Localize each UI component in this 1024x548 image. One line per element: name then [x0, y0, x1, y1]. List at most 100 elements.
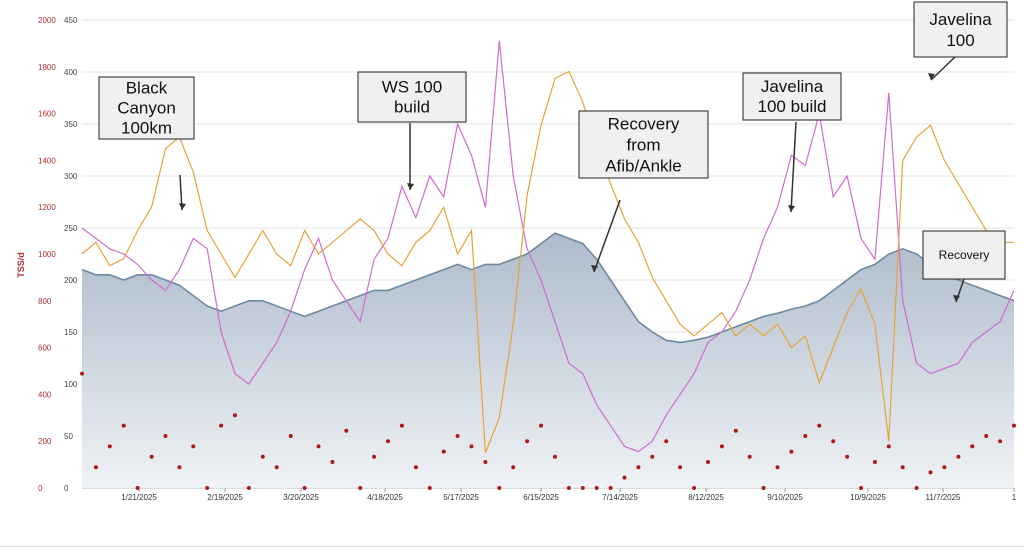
daily-tss-point — [706, 460, 710, 464]
x-tick-label: 6/15/2025 — [523, 493, 559, 502]
daily-tss-point — [747, 454, 752, 459]
daily-tss-point — [817, 423, 822, 428]
annotation-arrow — [790, 121, 797, 213]
left-tick-label: 1200 — [38, 203, 56, 212]
annotation-box — [578, 110, 709, 179]
annotation-arrowhead — [953, 295, 960, 302]
daily-tss-point — [149, 454, 154, 459]
annotation-text: Canyon — [117, 99, 176, 118]
daily-tss-point — [956, 454, 961, 459]
x-tick-label: 7/14/2025 — [602, 493, 638, 502]
right-axis: 450 400 350 300 250 200 150 100 50 0 — [64, 16, 78, 493]
left-tick-label: 1000 — [38, 250, 56, 259]
daily-tss-point — [650, 454, 655, 459]
daily-tss-point — [970, 444, 975, 449]
daily-tss-point — [525, 439, 530, 444]
daily-tss-point — [553, 454, 557, 459]
daily-tss-point — [678, 465, 683, 470]
annotation-text: 100 build — [757, 97, 826, 116]
daily-tss-point — [872, 460, 877, 464]
daily-tss-point — [344, 428, 349, 433]
plot-area — [80, 40, 1016, 490]
daily-tss-point — [733, 428, 738, 433]
daily-tss-point — [831, 439, 836, 444]
left-tick-label: 0 — [38, 484, 43, 493]
annotation-box — [98, 76, 195, 140]
annotation-text: Afib/Ankle — [605, 156, 682, 175]
right-tick-label: 0 — [64, 484, 69, 493]
annotation-text: 100km — [121, 119, 172, 138]
annotation-arrowhead — [591, 265, 598, 272]
annotation-text: from — [627, 135, 661, 154]
daily-tss-point — [580, 486, 585, 490]
annotation-arrowhead — [788, 205, 795, 212]
daily-tss-point — [219, 423, 224, 428]
daily-tss-point — [998, 439, 1003, 444]
x-tick-label: 1/21/2025 — [121, 493, 157, 502]
annotation-text: 100 — [946, 31, 974, 50]
daily-tss-point — [191, 444, 196, 449]
left-tick-label: 400 — [38, 390, 52, 399]
daily-tss-point — [163, 434, 168, 438]
daily-tss-point — [942, 465, 947, 470]
daily-tss-point — [260, 454, 265, 459]
fitness-line — [81, 232, 1015, 344]
x-tick-label: 9/10/2025 — [767, 493, 803, 502]
annotation-text: Recovery — [608, 114, 680, 133]
x-tick-label: 3/20/2025 — [283, 493, 319, 502]
daily-tss-point — [984, 434, 989, 438]
annotation-box — [922, 230, 1006, 280]
daily-tss-point — [775, 465, 780, 470]
annotation-box — [357, 71, 467, 123]
daily-tss-point — [539, 423, 543, 428]
x-tick-label: 4/18/2025 — [367, 493, 403, 502]
right-tick-label: 100 — [64, 380, 78, 389]
daily-tss-point — [594, 486, 599, 490]
daily-tss-point — [719, 444, 724, 449]
daily-tss-point — [358, 486, 363, 490]
fitness-area — [82, 233, 1014, 488]
daily-tss-point — [1012, 423, 1016, 428]
daily-tss-point — [900, 465, 905, 470]
daily-tss-point — [636, 465, 641, 470]
bottom-divider — [0, 546, 1024, 547]
left-tick-label: 800 — [38, 297, 52, 306]
right-tick-label: 150 — [64, 328, 78, 337]
daily-tss-point — [93, 465, 98, 470]
annotation-arrow — [930, 56, 956, 81]
daily-tss-point — [330, 460, 335, 464]
daily-tss-point — [608, 486, 613, 490]
daily-tss-point — [566, 486, 571, 490]
daily-tss-point — [135, 486, 140, 490]
annotation-box — [742, 72, 842, 121]
daily-tss-point — [413, 465, 418, 470]
daily-tss-point — [274, 465, 279, 470]
training-load-line — [81, 40, 1015, 453]
x-tick-label: 11/7/2025 — [926, 493, 962, 502]
daily-tss-point — [302, 486, 307, 490]
daily-tss-point — [914, 486, 919, 490]
daily-tss-point — [622, 475, 627, 480]
daily-tss-point — [233, 413, 237, 418]
annotation-arrowhead — [928, 73, 935, 80]
right-tick-label: 350 — [64, 120, 78, 129]
daily-tss-point — [664, 439, 669, 444]
left-tick-label: 600 — [38, 344, 52, 353]
annotation-text: build — [394, 98, 430, 117]
left-tick-label: 200 — [38, 437, 52, 446]
left-tick-label: 2000 — [38, 16, 56, 25]
x-tick-label: 8/12/2025 — [688, 493, 724, 502]
daily-tss-point — [469, 444, 474, 449]
x-tick-label: 10/9/2025 — [850, 493, 886, 502]
right-tick-label: 300 — [64, 172, 78, 181]
annotation-arrowhead — [179, 203, 186, 210]
daily-tss-point — [288, 434, 293, 438]
daily-tss-point — [455, 434, 460, 438]
daily-tss-point — [386, 439, 390, 444]
daily-tss-point — [205, 486, 210, 490]
annotation-text: Black — [126, 79, 168, 98]
right-tick-label: 250 — [64, 224, 78, 233]
